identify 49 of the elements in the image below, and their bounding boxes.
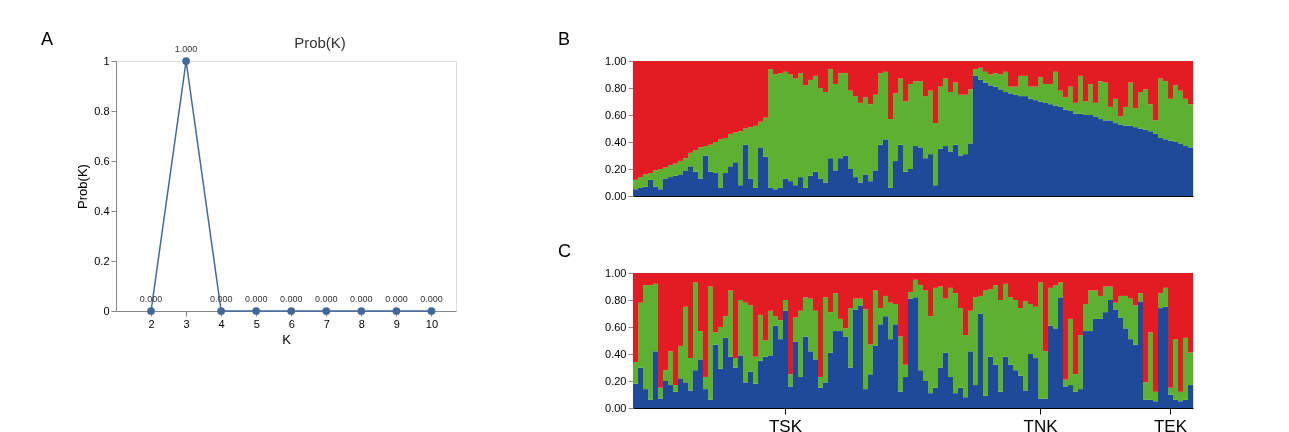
y-tick-label: 0.6 xyxy=(94,154,110,167)
data-label: 0.000 xyxy=(420,294,443,304)
x-tick-label: 6 xyxy=(288,317,295,330)
x-tick-label: 5 xyxy=(253,317,260,330)
data-label: 0.000 xyxy=(350,294,373,304)
x-tick-label: TSK xyxy=(768,416,803,432)
bar xyxy=(733,358,738,368)
y-tick-label: 1.00 xyxy=(605,54,627,67)
data-label: 0.000 xyxy=(279,294,303,304)
y-tick-label: 0.2 xyxy=(94,254,110,267)
y-tick-label: 0.80 xyxy=(605,81,627,94)
y-tick-label: 0.60 xyxy=(605,108,627,121)
bar xyxy=(658,387,663,399)
text: A xyxy=(41,29,54,49)
bar xyxy=(783,300,788,311)
y-tick-label: 0.60 xyxy=(605,320,627,333)
y-tick-label: 0.80 xyxy=(605,293,627,306)
y-tick-label: 1 xyxy=(103,54,110,67)
x-tick-label: 10 xyxy=(425,317,439,330)
data-label: 0.000 xyxy=(315,294,338,304)
x-tick-label: 7 xyxy=(323,317,330,330)
y-tick-label: 0 xyxy=(103,304,110,317)
y-tick-label: 0.20 xyxy=(605,162,627,175)
bar xyxy=(673,385,678,392)
x-tick-label: 8 xyxy=(358,317,365,330)
x-tick-label: 3 xyxy=(183,317,190,330)
y-tick-label: 1.00 xyxy=(605,266,627,279)
y-tick-label: 0.00 xyxy=(605,401,627,414)
data-label: 0.000 xyxy=(385,294,408,304)
y-tick-label: 0.40 xyxy=(605,135,627,148)
y-tick-label: 0.8 xyxy=(94,104,110,117)
bar xyxy=(788,374,793,387)
y-tick-label: 0.40 xyxy=(605,347,627,360)
x-tick-label: 4 xyxy=(218,317,225,330)
text: C xyxy=(558,241,571,261)
chart-title: Prob(K) xyxy=(294,34,346,51)
x-tick-label: 2 xyxy=(148,317,155,330)
text: B xyxy=(558,29,571,49)
data-label: 1.000 xyxy=(174,44,198,54)
x-tick-label: TNK xyxy=(1023,416,1059,432)
data-label: 0.000 xyxy=(244,294,268,304)
y-axis-title: Prob(K) xyxy=(75,164,91,209)
y-tick-label: 0.20 xyxy=(605,374,627,387)
x-tick-label: 9 xyxy=(393,317,400,330)
y-tick-label: 0.00 xyxy=(605,189,627,202)
x-tick-label: TEK xyxy=(1153,416,1188,432)
y-tick-label: 0.4 xyxy=(94,204,110,217)
x-axis-title: K xyxy=(282,331,292,347)
bar xyxy=(1138,293,1143,302)
